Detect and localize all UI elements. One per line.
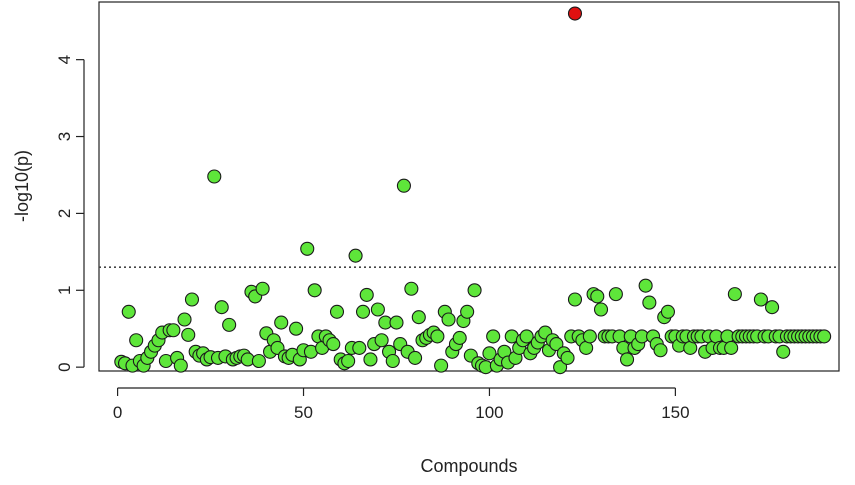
y-tick-label: 2 <box>55 209 74 218</box>
data-point <box>341 353 356 369</box>
data-point <box>638 278 653 293</box>
data-point <box>724 340 739 355</box>
data-point <box>222 317 237 332</box>
data-point <box>374 333 389 348</box>
plot-frame <box>98 1 840 372</box>
data-point <box>255 281 270 296</box>
data-point <box>207 169 222 184</box>
data-point <box>482 346 497 361</box>
y-tick-label: 0 <box>55 362 74 371</box>
data-point <box>467 283 482 298</box>
data-point <box>817 329 832 344</box>
data-point <box>660 304 675 319</box>
data-point <box>307 283 322 298</box>
data-point <box>129 333 144 348</box>
data-point <box>184 292 200 307</box>
data-point <box>173 358 188 373</box>
data-point <box>404 281 419 296</box>
data-point <box>166 323 181 338</box>
data-point <box>519 329 534 344</box>
data-point <box>567 292 583 307</box>
data-point <box>553 360 568 375</box>
y-axis: 0 1 2 3 4 <box>55 55 85 372</box>
data-point <box>727 287 742 302</box>
x-tick-label: 150 <box>661 403 689 422</box>
data-point <box>363 352 378 367</box>
x-axis-title: Compounds <box>420 456 517 476</box>
y-tick-label: 4 <box>55 55 74 64</box>
data-point <box>355 304 371 319</box>
highlight-point <box>567 6 583 21</box>
data-point <box>776 344 791 359</box>
data-point <box>348 248 363 263</box>
data-point <box>452 330 467 345</box>
data-point <box>329 304 345 319</box>
data-point <box>590 289 605 304</box>
data-point <box>593 302 609 317</box>
data-point <box>460 304 475 319</box>
data-point <box>408 350 423 365</box>
data-point <box>289 321 304 336</box>
data-point <box>326 337 341 352</box>
data-point <box>396 178 411 193</box>
data-point <box>251 353 266 369</box>
data-point <box>370 302 385 317</box>
data-point <box>582 329 597 344</box>
y-tick-label: 1 <box>55 286 74 295</box>
data-point <box>430 329 445 344</box>
data-point <box>642 295 657 310</box>
x-axis: 0 50 100 150 <box>113 387 690 422</box>
data-point <box>549 337 564 352</box>
data-point <box>486 329 501 344</box>
data-point <box>385 353 400 369</box>
y-tick-label: 3 <box>55 132 74 141</box>
data-point <box>121 304 136 319</box>
data-point <box>653 343 668 358</box>
data-point <box>619 352 635 367</box>
x-tick-label: 100 <box>475 403 503 422</box>
data-point <box>389 315 404 330</box>
data-point <box>441 312 456 327</box>
data-point <box>434 358 449 373</box>
x-tick-label: 50 <box>294 403 313 422</box>
data-points <box>114 6 832 375</box>
data-point <box>560 350 575 365</box>
data-point <box>359 287 374 302</box>
x-tick-label: 0 <box>113 403 122 422</box>
data-point <box>765 300 780 315</box>
y-axis-title: -log10(p) <box>12 150 32 222</box>
data-point <box>753 292 768 307</box>
data-point <box>181 327 196 342</box>
data-point <box>411 310 426 325</box>
data-point <box>177 312 192 327</box>
data-point <box>214 300 229 315</box>
data-point <box>300 241 315 256</box>
data-point <box>352 340 367 355</box>
data-point <box>274 315 289 330</box>
data-point <box>608 287 623 302</box>
